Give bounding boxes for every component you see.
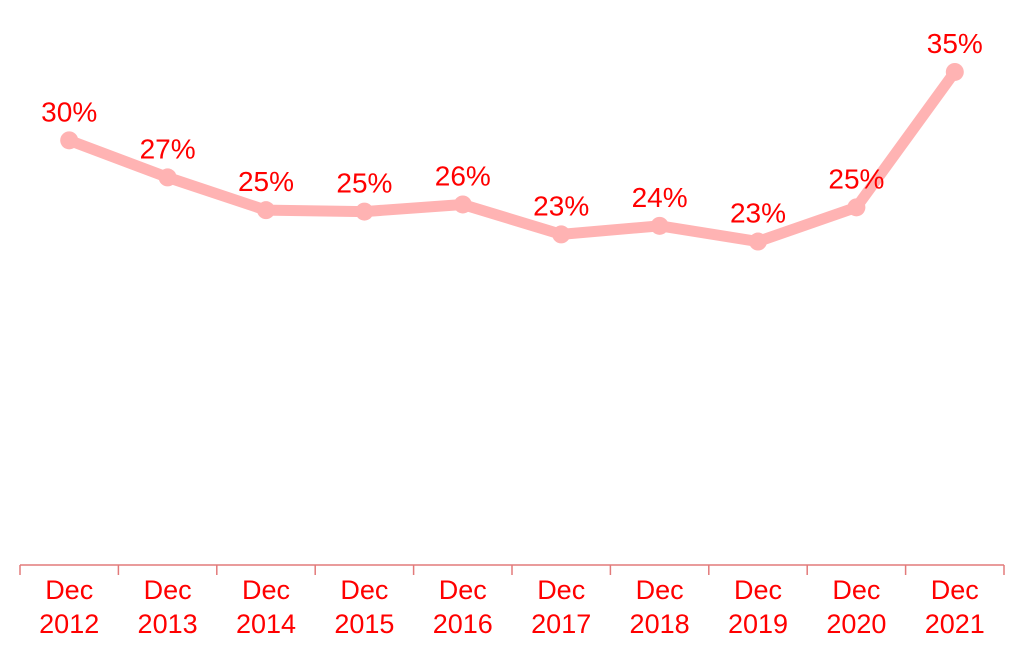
data-label: 23% — [730, 198, 786, 229]
data-label: 25% — [336, 168, 392, 199]
data-point — [257, 201, 275, 220]
data-label: 23% — [533, 190, 589, 221]
x-tick-label: Dec 2021 — [925, 575, 985, 639]
x-tick-labels: Dec 2012 Dec 2013 Dec 2014 Dec 2015 Dec 2016 Dec 20… — [39, 575, 985, 639]
data-label: 24% — [632, 182, 688, 213]
series-line — [63, 66, 961, 248]
data-label: 25% — [238, 166, 294, 197]
data-labels: 30% 27% 25% 25% 26% 23% 24% 23% 25% 35% — [41, 28, 983, 229]
data-point — [158, 168, 177, 187]
data-point — [847, 198, 866, 217]
series-line-group — [60, 62, 964, 251]
x-tick-label: Dec 2019 — [728, 575, 788, 639]
data-point — [552, 225, 571, 244]
data-point — [355, 202, 374, 221]
x-tick-label: Dec 2016 — [433, 575, 493, 639]
data-point — [60, 131, 79, 150]
x-tick-label: Dec 2014 — [236, 575, 296, 639]
x-axis — [19, 564, 1005, 575]
data-point — [650, 216, 669, 235]
data-label: 30% — [41, 96, 97, 127]
data-label: 27% — [140, 133, 196, 164]
data-label: 35% — [927, 28, 983, 59]
x-tick-label: Dec 2018 — [630, 575, 690, 639]
data-label: 26% — [435, 160, 491, 191]
data-point — [749, 232, 767, 251]
data-point — [945, 62, 964, 81]
x-tick-label: Dec 2015 — [334, 575, 394, 639]
data-point — [453, 195, 472, 214]
x-tick-label: Dec 2020 — [826, 575, 886, 639]
data-label: 25% — [828, 163, 884, 194]
x-tick-label: Dec 2012 — [39, 575, 99, 639]
x-tick-label: Dec 2013 — [138, 575, 198, 639]
x-tick-label: Dec 2017 — [531, 575, 591, 639]
